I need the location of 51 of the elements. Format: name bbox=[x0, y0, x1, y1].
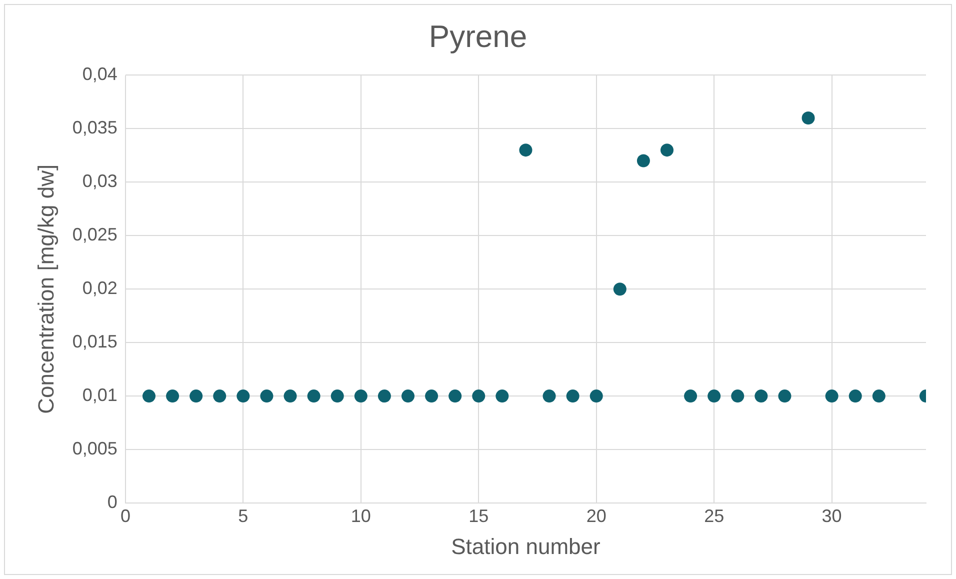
chart-title: Pyrene bbox=[428, 19, 528, 54]
point bbox=[448, 390, 462, 403]
x-tick-label: 30 bbox=[822, 506, 842, 526]
x-tick-label: 15 bbox=[468, 506, 489, 526]
point bbox=[190, 390, 203, 403]
point bbox=[825, 390, 838, 403]
y-tick-label: 0,035 bbox=[72, 118, 118, 138]
x-tick-label: 25 bbox=[704, 506, 724, 526]
point bbox=[213, 390, 226, 403]
point bbox=[590, 390, 603, 403]
point bbox=[731, 390, 744, 403]
y-axis-title: Concentration [mg/kg dw] bbox=[33, 164, 58, 414]
x-tick-label: 5 bbox=[238, 506, 248, 526]
point bbox=[872, 390, 886, 403]
point bbox=[401, 390, 414, 403]
point bbox=[472, 390, 486, 403]
y-tick-label: 0,025 bbox=[72, 224, 118, 245]
y-tick-label: 0,03 bbox=[82, 171, 118, 192]
point bbox=[848, 390, 862, 403]
point bbox=[566, 390, 580, 403]
point bbox=[802, 111, 815, 124]
y-tick-label: 0,015 bbox=[72, 332, 118, 352]
y-tick-label: 0,02 bbox=[82, 278, 118, 298]
x-axis-title: Station number bbox=[451, 534, 600, 559]
y-tick-label: 0,01 bbox=[82, 385, 118, 406]
x-tick-label: 20 bbox=[586, 506, 606, 526]
point bbox=[754, 390, 768, 403]
y-tick-label: 0,005 bbox=[72, 438, 118, 458]
point bbox=[330, 390, 344, 403]
point bbox=[613, 282, 626, 296]
point bbox=[354, 390, 368, 403]
point bbox=[684, 390, 698, 403]
y-tick-label: 0 bbox=[107, 492, 118, 512]
point bbox=[284, 390, 297, 403]
point bbox=[519, 144, 532, 157]
point bbox=[307, 390, 320, 403]
point bbox=[236, 390, 250, 403]
point bbox=[166, 390, 180, 403]
point bbox=[425, 390, 438, 403]
point bbox=[778, 390, 792, 403]
point bbox=[660, 144, 674, 157]
y-tick-label: 0,04 bbox=[82, 64, 118, 84]
point bbox=[142, 390, 156, 403]
x-tick-label: 0 bbox=[120, 506, 130, 526]
point bbox=[636, 154, 650, 168]
point bbox=[496, 390, 509, 403]
x-tick-label: 10 bbox=[350, 506, 371, 526]
point bbox=[378, 390, 391, 403]
point bbox=[542, 390, 556, 403]
point bbox=[260, 390, 274, 403]
point bbox=[708, 390, 721, 403]
